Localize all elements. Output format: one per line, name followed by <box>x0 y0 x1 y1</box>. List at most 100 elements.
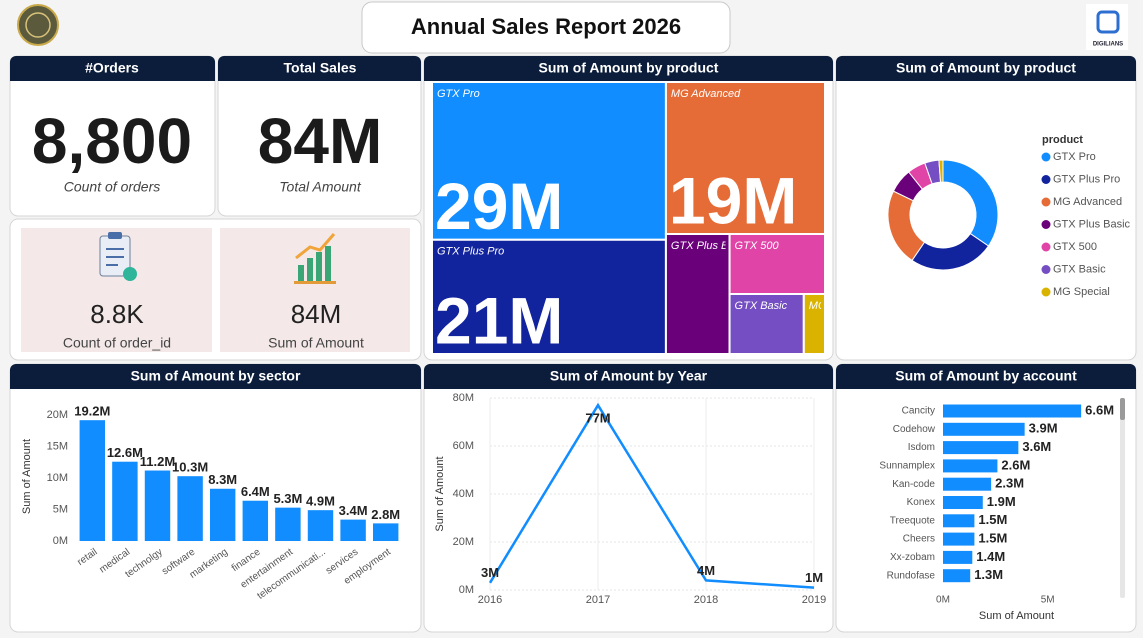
bar <box>943 459 998 473</box>
data-label: 1.4M <box>976 549 1005 564</box>
logo-mark <box>1096 10 1120 34</box>
icon-part <box>295 233 336 260</box>
y-tick-label: 0M <box>459 584 474 596</box>
bar <box>340 519 366 541</box>
card-header <box>218 70 421 81</box>
panel-header <box>424 70 833 81</box>
legend-label: GTX Pro <box>1053 151 1096 163</box>
panel-header <box>424 378 833 389</box>
legend-label: GTX Plus Basic <box>1053 218 1131 230</box>
legend-label: GTX Basic <box>1053 263 1106 275</box>
data-label: 6.6M <box>1085 402 1114 417</box>
kpi-label: Sum of Amount <box>268 335 364 351</box>
y-tick-label: Konex <box>907 497 935 508</box>
tile-label: GTX Plus Pro <box>437 246 504 258</box>
data-label: 3.9M <box>1029 421 1058 436</box>
x-tick-label: 2018 <box>694 594 718 606</box>
chart-icon <box>294 233 336 284</box>
y-tick-label: 20M <box>47 409 68 421</box>
card-title: #Orders <box>85 60 139 76</box>
data-label: 4M <box>697 563 715 578</box>
panel-header <box>10 378 421 389</box>
icon-part <box>294 281 336 284</box>
data-label: 5.3M <box>273 491 302 506</box>
data-label: 1.5M <box>978 512 1007 527</box>
legend-label: GTX 500 <box>1053 241 1097 253</box>
brand: DIGILIANS <box>1093 42 1123 48</box>
data-label: 11.2M <box>140 454 175 469</box>
chart-title: Sum of Amount by account <box>895 368 1077 384</box>
title-box <box>361 1 731 54</box>
logo-ring <box>25 12 51 38</box>
bar <box>943 550 973 564</box>
bar <box>943 422 1025 436</box>
legend-swatch <box>1041 197 1051 207</box>
x-tick-label: 2016 <box>478 594 502 606</box>
y-tick-label: 80M <box>453 392 474 404</box>
tile-label: GTX Plus Basic <box>671 240 749 252</box>
legend-label: MG Advanced <box>1053 196 1122 208</box>
y-tick-label: 0M <box>53 535 68 547</box>
scrollbar-thumb <box>1120 398 1125 420</box>
x-tick-label: 2019 <box>802 594 826 606</box>
treemap-tile <box>431 81 667 241</box>
chart-title: Sum of Amount by Year <box>550 368 708 384</box>
kpi-label: Count of order_id <box>63 335 171 351</box>
icon-part <box>298 265 304 281</box>
y-tick-label: 20M <box>453 536 474 548</box>
bar <box>177 476 203 541</box>
data-label: 12.6M <box>107 445 143 460</box>
data-label: 3.6M <box>1022 439 1051 454</box>
bar <box>79 420 106 541</box>
data-label: 2.8M <box>371 507 400 522</box>
y-tick-label: Xx-zobam <box>890 552 935 563</box>
legend-title: product <box>1042 134 1083 146</box>
data-label: 8.3M <box>208 472 237 487</box>
chart-title: Sum of Amount by product <box>896 60 1076 76</box>
chart-title: Sum of Amount by product <box>539 60 719 76</box>
bar <box>943 532 975 546</box>
tile-value: 21M <box>435 283 563 357</box>
line <box>488 402 815 589</box>
bar <box>372 523 399 541</box>
y-tick-label: 15M <box>47 441 68 453</box>
legend-label: GTX Plus Pro <box>1053 173 1120 185</box>
clipboard-icon <box>99 232 137 281</box>
y-tick-label: Cheers <box>903 534 935 545</box>
tile-label: GTX Basic <box>735 300 788 312</box>
icon-part <box>325 246 331 281</box>
y-tick-label: Treequote <box>890 515 936 526</box>
kpi-label: Count of orders <box>64 179 161 195</box>
y-tick-label: Cancity <box>902 406 935 417</box>
kpi-value: 84M <box>258 105 383 177</box>
bar <box>943 441 1019 455</box>
data-label: 10.3M <box>172 460 208 475</box>
data-label: 1M <box>805 570 823 585</box>
data-label: 1.5M <box>978 531 1007 546</box>
tile-value: 19M <box>669 163 797 237</box>
legend-swatch <box>1041 220 1051 229</box>
y-tick-label: Kan-code <box>892 479 935 490</box>
treemap-tile <box>664 81 827 235</box>
tile-label: GTX Pro <box>437 88 480 100</box>
treemap-tile <box>431 238 667 355</box>
treemap-tile <box>664 233 731 355</box>
y-tick-label: 40M <box>453 488 474 500</box>
data-label: 1.3M <box>974 567 1003 582</box>
scrollbar <box>1120 398 1125 598</box>
legend-swatch <box>1041 152 1051 162</box>
donut-slice <box>942 159 999 247</box>
logo-left <box>17 4 59 46</box>
data-label: 4.9M <box>306 494 335 509</box>
bar <box>943 496 983 509</box>
x-axis-title: Sum of Amount <box>979 610 1054 622</box>
x-tick-label: 5M <box>1041 595 1055 606</box>
y-axis-title: Sum of Amount <box>434 456 446 531</box>
treemap-tile <box>728 233 826 295</box>
report-title: Annual Sales Report 2026 <box>411 14 681 39</box>
legend-swatch <box>1041 265 1051 274</box>
data-label: 77M <box>585 411 610 426</box>
y-tick-label: 10M <box>47 472 68 484</box>
bar <box>943 569 971 583</box>
